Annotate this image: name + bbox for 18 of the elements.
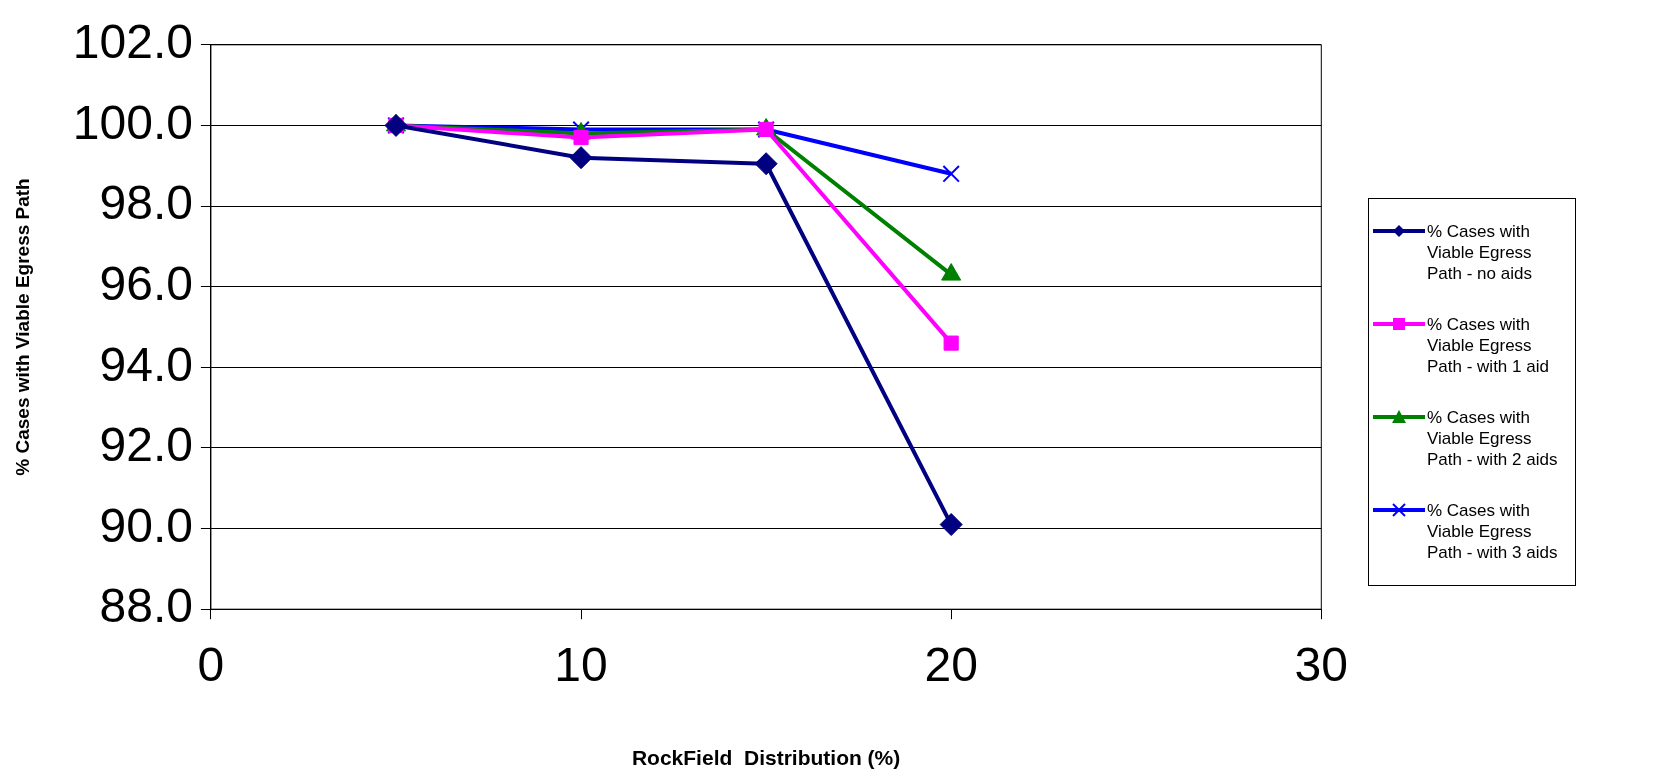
y-tick-label: 92.0 — [99, 418, 193, 472]
legend-label: % Cases with Viable Egress Path - with 3 aids — [1427, 500, 1559, 563]
legend-label: % Cases with Viable Egress Path - no aids — [1427, 221, 1533, 284]
legend-label: % Cases with Viable Egress Path - with 2 aids — [1427, 407, 1559, 470]
y-tick-label: 96.0 — [99, 256, 193, 310]
legend-label: % Cases with Viable Egress Path - with 1 aid — [1427, 314, 1550, 377]
x-tick-label: 30 — [1294, 638, 1348, 692]
y-axis-title: % Cases with Viable Egress Path — [11, 178, 33, 476]
x-tick-label: 10 — [554, 638, 608, 692]
x-tick-label: 20 — [924, 638, 978, 692]
y-tick-label: 98.0 — [99, 176, 193, 230]
x-tick-label: 0 — [197, 638, 225, 692]
y-tick-label: 90.0 — [99, 498, 193, 552]
y-tick-label: 100.0 — [72, 95, 193, 149]
y-tick-label: 94.0 — [99, 337, 193, 391]
y-tick-label: 88.0 — [99, 579, 193, 633]
y-tick-label: 102.0 — [72, 15, 193, 69]
x-axis-title: RockField Distribution (%) — [631, 746, 901, 770]
